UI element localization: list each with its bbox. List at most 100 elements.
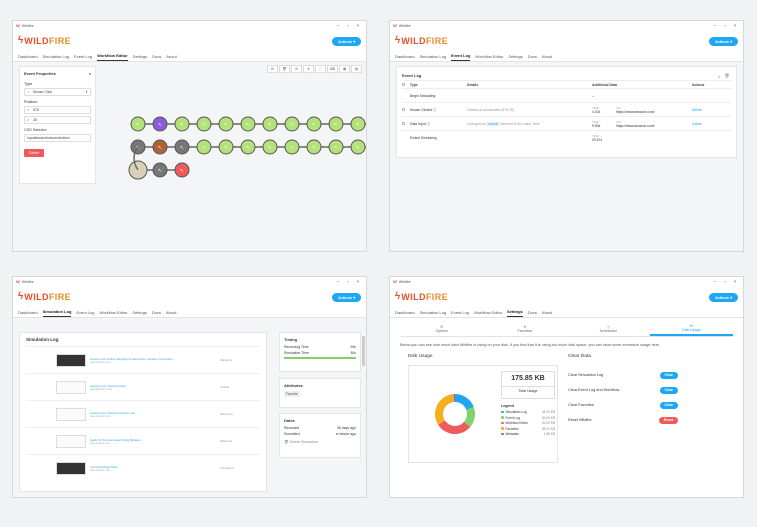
reset-button[interactable]: Reset [658, 416, 678, 424]
workflow-node[interactable]: ↖ [328, 139, 344, 155]
nav-event-log[interactable]: Event Log [451, 310, 470, 315]
workflow-node[interactable]: ↖ [284, 116, 300, 132]
delete-button[interactable]: Delete [24, 149, 45, 157]
maximize-button[interactable]: ▫ [347, 23, 349, 28]
nav-settings[interactable]: Settings [507, 309, 523, 317]
maximize-button[interactable]: ▫ [724, 279, 726, 284]
workflow-node[interactable]: ↖ [240, 116, 256, 132]
workflow-node[interactable]: ↖ [350, 139, 366, 155]
minimize-button[interactable]: – [713, 23, 717, 28]
settings-icon[interactable]: ⚙ [267, 65, 278, 73]
workflow-canvas[interactable]: ⚙ 🗑 ⚙ ★ ⬚ ⌨ ▣ ▤ ↖ ↖ ↖ ↖ ↖ ↖ ↖ ↖ ↖ ↖ ↖ ↖ ↖ ↖ ↖ ↖ ↖ ↖ ↖ ↖ ↖ ↖ ↖ ↖… [103, 62, 366, 251]
nav-dashboard[interactable]: Dashboard [395, 310, 415, 315]
close-button[interactable]: × [356, 279, 360, 284]
nav-docs[interactable]: Docs [151, 310, 161, 315]
clear-button[interactable]: Clear [659, 401, 678, 409]
minimize-button[interactable]: – [336, 23, 340, 28]
nav-event-log[interactable]: Event Log [451, 53, 471, 61]
nav-simulation-log[interactable]: Simulation Log [419, 310, 447, 315]
nav-workflow-editor[interactable]: Workflow Editor [474, 310, 502, 315]
nav-settings[interactable]: Settings [132, 310, 147, 315]
tab-favorites[interactable]: ★ Favorites [483, 321, 566, 336]
nav-simulation-log[interactable]: Simulation Log [419, 54, 447, 59]
tab-disk-usage[interactable]: ⛁ Disk Usage [649, 321, 733, 336]
position-y-input[interactable]: y 28 [24, 116, 91, 124]
workflow-node[interactable]: ↖ [262, 116, 278, 132]
maximize-button[interactable]: ▫ [347, 279, 349, 284]
workflow-node[interactable]: ↖ [174, 139, 190, 155]
workflow-graph[interactable]: ↖↖↖↖↖↖↖↖↖↖↖↖↖↖↖↖↖↖↖↖↖↖↖↖↖↖↖↖↖ [103, 62, 367, 252]
workflow-node[interactable]: ↖ [218, 116, 234, 132]
nav-workflow-editor[interactable]: Workflow Editor [475, 54, 504, 59]
delete-link[interactable]: Delete [692, 107, 702, 112]
gear-icon[interactable]: ⚙ [291, 65, 302, 73]
workflow-node[interactable]: ↖ [174, 116, 190, 132]
list-item[interactable]: Amazon.com: Search results for test www.a… [26, 400, 260, 427]
nav-event-log[interactable]: Event Log [76, 310, 95, 315]
nav-simulation-log[interactable]: Simulation Log [42, 309, 72, 317]
list-item[interactable]: Amazon.com: Search results www.amazon.com… [26, 373, 260, 400]
list-item[interactable]: Your Hard Page Ticket www.amazon.com Comp… [26, 454, 260, 481]
workflow-node[interactable]: ↖ [306, 116, 322, 132]
workflow-node[interactable]: ↖ [152, 139, 168, 155]
scrollbar[interactable] [362, 336, 365, 366]
nav-settings[interactable]: Settings [508, 54, 523, 59]
trash-icon[interactable]: 🗑 [724, 72, 730, 78]
image-icon[interactable]: ▤ [351, 65, 362, 73]
nav-dashboard[interactable]: Dashboard [395, 54, 415, 59]
nav-simulation-log[interactable]: Simulation Log [42, 54, 70, 59]
row-checkbox[interactable] [402, 107, 405, 111]
tab-scheduled[interactable]: ◷ Scheduled [567, 321, 650, 336]
workflow-node[interactable]: ↖ [262, 139, 278, 155]
actions-button[interactable]: Actions ▾ [332, 292, 361, 302]
select-all-checkbox[interactable] [402, 82, 405, 86]
save-icon[interactable]: ▣ [339, 65, 350, 73]
favorite-tag[interactable]: Favorite [284, 391, 300, 397]
nav-about[interactable]: About [541, 310, 553, 315]
nav-workflow-editor[interactable]: Workflow Editor [99, 310, 128, 315]
nav-about[interactable]: About [166, 54, 177, 59]
delete-link[interactable]: Delete [692, 121, 702, 126]
clear-button[interactable]: Clear [659, 371, 678, 379]
row-checkbox[interactable] [402, 121, 405, 125]
nav-docs[interactable]: Docs [152, 54, 162, 59]
download-icon[interactable]: ⤓ [718, 72, 720, 78]
position-x-input[interactable]: x 876 [24, 106, 91, 114]
actions-button[interactable]: Actions ▾ [332, 36, 361, 46]
actions-button[interactable]: Actions ▾ [709, 292, 738, 302]
keyboard-icon[interactable]: ⌨ [327, 65, 338, 73]
nav-dashboard[interactable]: Dashboard [18, 54, 38, 59]
workflow-node[interactable]: ↖ [174, 162, 190, 178]
workflow-node[interactable]: ↖ [240, 139, 256, 155]
trash-icon[interactable]: 🗑 [279, 65, 290, 73]
minimize-button[interactable]: – [336, 279, 340, 284]
list-item[interactable]: Amazon.com Online Shopping for Electroni… [26, 346, 260, 373]
close-button[interactable]: × [733, 279, 737, 284]
nav-docs[interactable]: Docs [527, 310, 537, 315]
star-icon[interactable]: ★ [303, 65, 314, 73]
css-selector-input[interactable]: input#searchstream/textbox [24, 134, 91, 142]
workflow-node[interactable]: ↖ [196, 116, 212, 132]
workflow-node[interactable]: ↖ [284, 139, 300, 155]
minimize-button[interactable]: – [713, 279, 717, 284]
close-button[interactable]: × [733, 23, 737, 28]
nav-event-log[interactable]: Event Log [74, 54, 93, 59]
nav-about[interactable]: About [541, 54, 553, 59]
nav-workflow-editor[interactable]: Workflow Editor [97, 53, 128, 61]
workflow-node[interactable]: ↖ [130, 116, 146, 132]
workflow-node[interactable]: ↖ [196, 139, 212, 155]
clear-button[interactable]: Clear [659, 386, 678, 394]
delete-simulation-button[interactable]: 🗑 Delete Simulation [284, 440, 318, 444]
workflow-node[interactable]: ↖ [328, 116, 344, 132]
workflow-node[interactable]: ↖ [306, 139, 322, 155]
type-select[interactable]: ↖ Mouse Click ⇕ [24, 88, 91, 96]
actions-button[interactable]: Actions ▾ [709, 36, 738, 46]
workflow-node[interactable]: ↖ [152, 116, 168, 132]
nav-about[interactable]: About [166, 310, 177, 315]
tab-options[interactable]: ⚙ Options [400, 321, 483, 336]
workflow-node[interactable]: ↖ [152, 162, 168, 178]
close-button[interactable]: × [356, 23, 360, 28]
close-icon[interactable]: × [88, 71, 91, 76]
list-item[interactable]: Guide To The Automated Flying Behavior ww… [26, 427, 260, 454]
nav-settings[interactable]: Settings [132, 54, 148, 59]
